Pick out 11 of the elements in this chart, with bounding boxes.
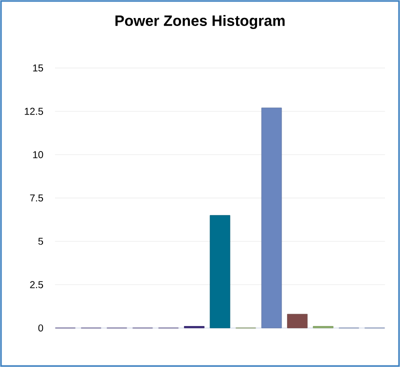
y-tick-label: 15 (33, 64, 44, 72)
y-tick-label: 10 (33, 151, 44, 158)
y-tick-label: 12.5 (24, 108, 44, 115)
y-tick-label: 7.5 (30, 194, 44, 202)
bar (210, 215, 230, 328)
y-tick-label: 0 (38, 324, 44, 332)
y-tick-label: 5 (38, 238, 44, 245)
chart-title: Power Zones Histogram (115, 15, 285, 29)
y-tick-label: 2.5 (30, 281, 44, 288)
bar (261, 108, 282, 328)
bar (287, 314, 308, 328)
